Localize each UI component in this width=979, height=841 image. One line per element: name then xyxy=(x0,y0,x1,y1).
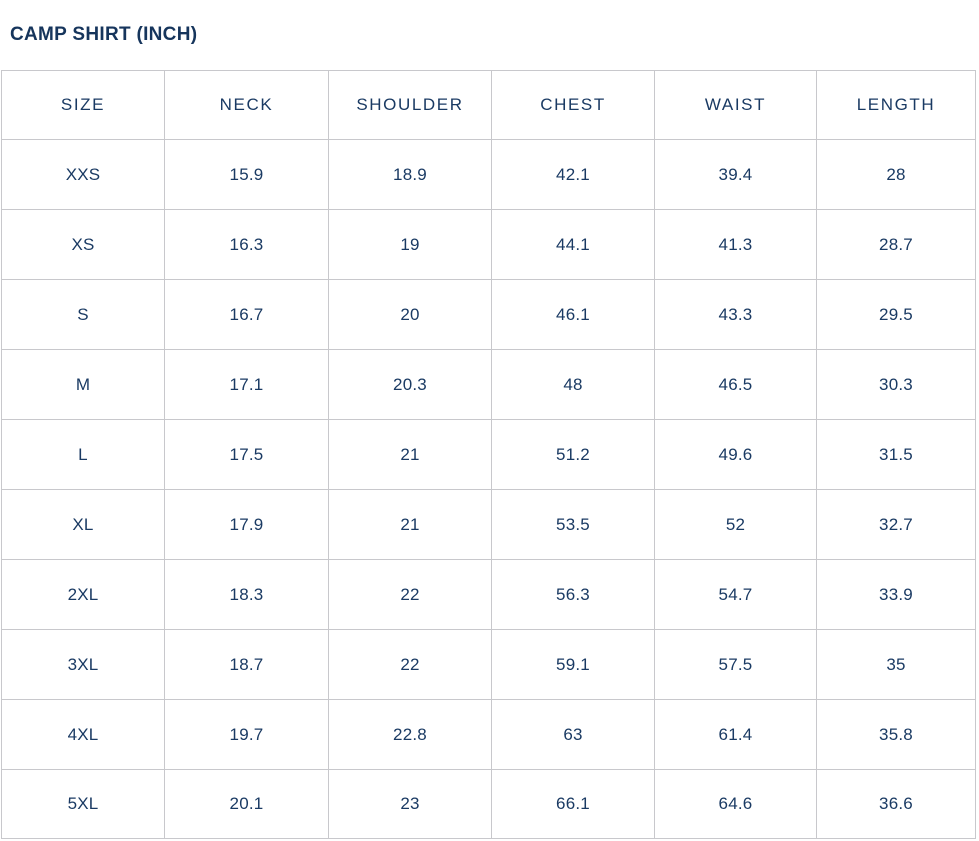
table-row: 4XL 19.7 22.8 63 61.4 35.8 xyxy=(1,699,976,770)
cell-shoulder: 21 xyxy=(328,489,492,560)
column-header-waist: WAIST xyxy=(654,70,817,140)
cell-chest: 59.1 xyxy=(491,629,655,700)
cell-chest: 44.1 xyxy=(491,209,655,280)
size-chart-table: SIZE NECK SHOULDER CHEST WAIST LENGTH XX… xyxy=(1,70,976,839)
table-row: XL 17.9 21 53.5 52 32.7 xyxy=(1,489,976,560)
cell-chest: 56.3 xyxy=(491,559,655,630)
cell-size: M xyxy=(1,349,165,420)
table-row: XXS 15.9 18.9 42.1 39.4 28 xyxy=(1,139,976,210)
cell-neck: 18.3 xyxy=(164,559,329,630)
cell-length: 36.6 xyxy=(816,769,976,839)
table-body: XXS 15.9 18.9 42.1 39.4 28 XS 16.3 19 44… xyxy=(1,139,976,839)
cell-size: 2XL xyxy=(1,559,165,630)
table-row: 2XL 18.3 22 56.3 54.7 33.9 xyxy=(1,559,976,630)
cell-chest: 51.2 xyxy=(491,419,655,490)
cell-chest: 42.1 xyxy=(491,139,655,210)
cell-chest: 48 xyxy=(491,349,655,420)
page-title: CAMP SHIRT (INCH) xyxy=(10,24,198,45)
cell-waist: 41.3 xyxy=(654,209,817,280)
cell-chest: 53.5 xyxy=(491,489,655,560)
column-header-length: LENGTH xyxy=(816,70,976,140)
cell-waist: 46.5 xyxy=(654,349,817,420)
cell-neck: 18.7 xyxy=(164,629,329,700)
table-row: L 17.5 21 51.2 49.6 31.5 xyxy=(1,419,976,490)
cell-waist: 57.5 xyxy=(654,629,817,700)
cell-neck: 17.5 xyxy=(164,419,329,490)
cell-neck: 15.9 xyxy=(164,139,329,210)
cell-shoulder: 22.8 xyxy=(328,699,492,770)
cell-length: 35.8 xyxy=(816,699,976,770)
table-header-row: SIZE NECK SHOULDER CHEST WAIST LENGTH xyxy=(1,70,976,140)
cell-size: L xyxy=(1,419,165,490)
cell-size: 3XL xyxy=(1,629,165,700)
table-row: 5XL 20.1 23 66.1 64.6 36.6 xyxy=(1,769,976,839)
cell-length: 32.7 xyxy=(816,489,976,560)
cell-neck: 17.1 xyxy=(164,349,329,420)
cell-length: 28 xyxy=(816,139,976,210)
cell-length: 30.3 xyxy=(816,349,976,420)
cell-neck: 16.3 xyxy=(164,209,329,280)
cell-length: 35 xyxy=(816,629,976,700)
column-header-neck: NECK xyxy=(164,70,329,140)
cell-waist: 64.6 xyxy=(654,769,817,839)
table-row: M 17.1 20.3 48 46.5 30.3 xyxy=(1,349,976,420)
table-row: 3XL 18.7 22 59.1 57.5 35 xyxy=(1,629,976,700)
cell-neck: 16.7 xyxy=(164,279,329,350)
cell-waist: 39.4 xyxy=(654,139,817,210)
column-header-size: SIZE xyxy=(1,70,165,140)
cell-waist: 49.6 xyxy=(654,419,817,490)
cell-neck: 19.7 xyxy=(164,699,329,770)
cell-shoulder: 20.3 xyxy=(328,349,492,420)
cell-shoulder: 18.9 xyxy=(328,139,492,210)
cell-length: 28.7 xyxy=(816,209,976,280)
table-header: SIZE NECK SHOULDER CHEST WAIST LENGTH xyxy=(1,70,976,140)
cell-chest: 63 xyxy=(491,699,655,770)
cell-shoulder: 21 xyxy=(328,419,492,490)
cell-size: XL xyxy=(1,489,165,560)
cell-size: 5XL xyxy=(1,769,165,839)
cell-neck: 20.1 xyxy=(164,769,329,839)
cell-length: 29.5 xyxy=(816,279,976,350)
cell-waist: 43.3 xyxy=(654,279,817,350)
cell-shoulder: 22 xyxy=(328,629,492,700)
cell-chest: 66.1 xyxy=(491,769,655,839)
cell-size: S xyxy=(1,279,165,350)
table-row: XS 16.3 19 44.1 41.3 28.7 xyxy=(1,209,976,280)
cell-size: 4XL xyxy=(1,699,165,770)
column-header-chest: CHEST xyxy=(491,70,655,140)
cell-size: XS xyxy=(1,209,165,280)
cell-size: XXS xyxy=(1,139,165,210)
column-header-shoulder: SHOULDER xyxy=(328,70,492,140)
cell-shoulder: 19 xyxy=(328,209,492,280)
cell-chest: 46.1 xyxy=(491,279,655,350)
cell-waist: 54.7 xyxy=(654,559,817,630)
cell-waist: 61.4 xyxy=(654,699,817,770)
cell-waist: 52 xyxy=(654,489,817,560)
cell-shoulder: 23 xyxy=(328,769,492,839)
cell-shoulder: 20 xyxy=(328,279,492,350)
cell-length: 31.5 xyxy=(816,419,976,490)
table-row: S 16.7 20 46.1 43.3 29.5 xyxy=(1,279,976,350)
cell-shoulder: 22 xyxy=(328,559,492,630)
cell-neck: 17.9 xyxy=(164,489,329,560)
cell-length: 33.9 xyxy=(816,559,976,630)
